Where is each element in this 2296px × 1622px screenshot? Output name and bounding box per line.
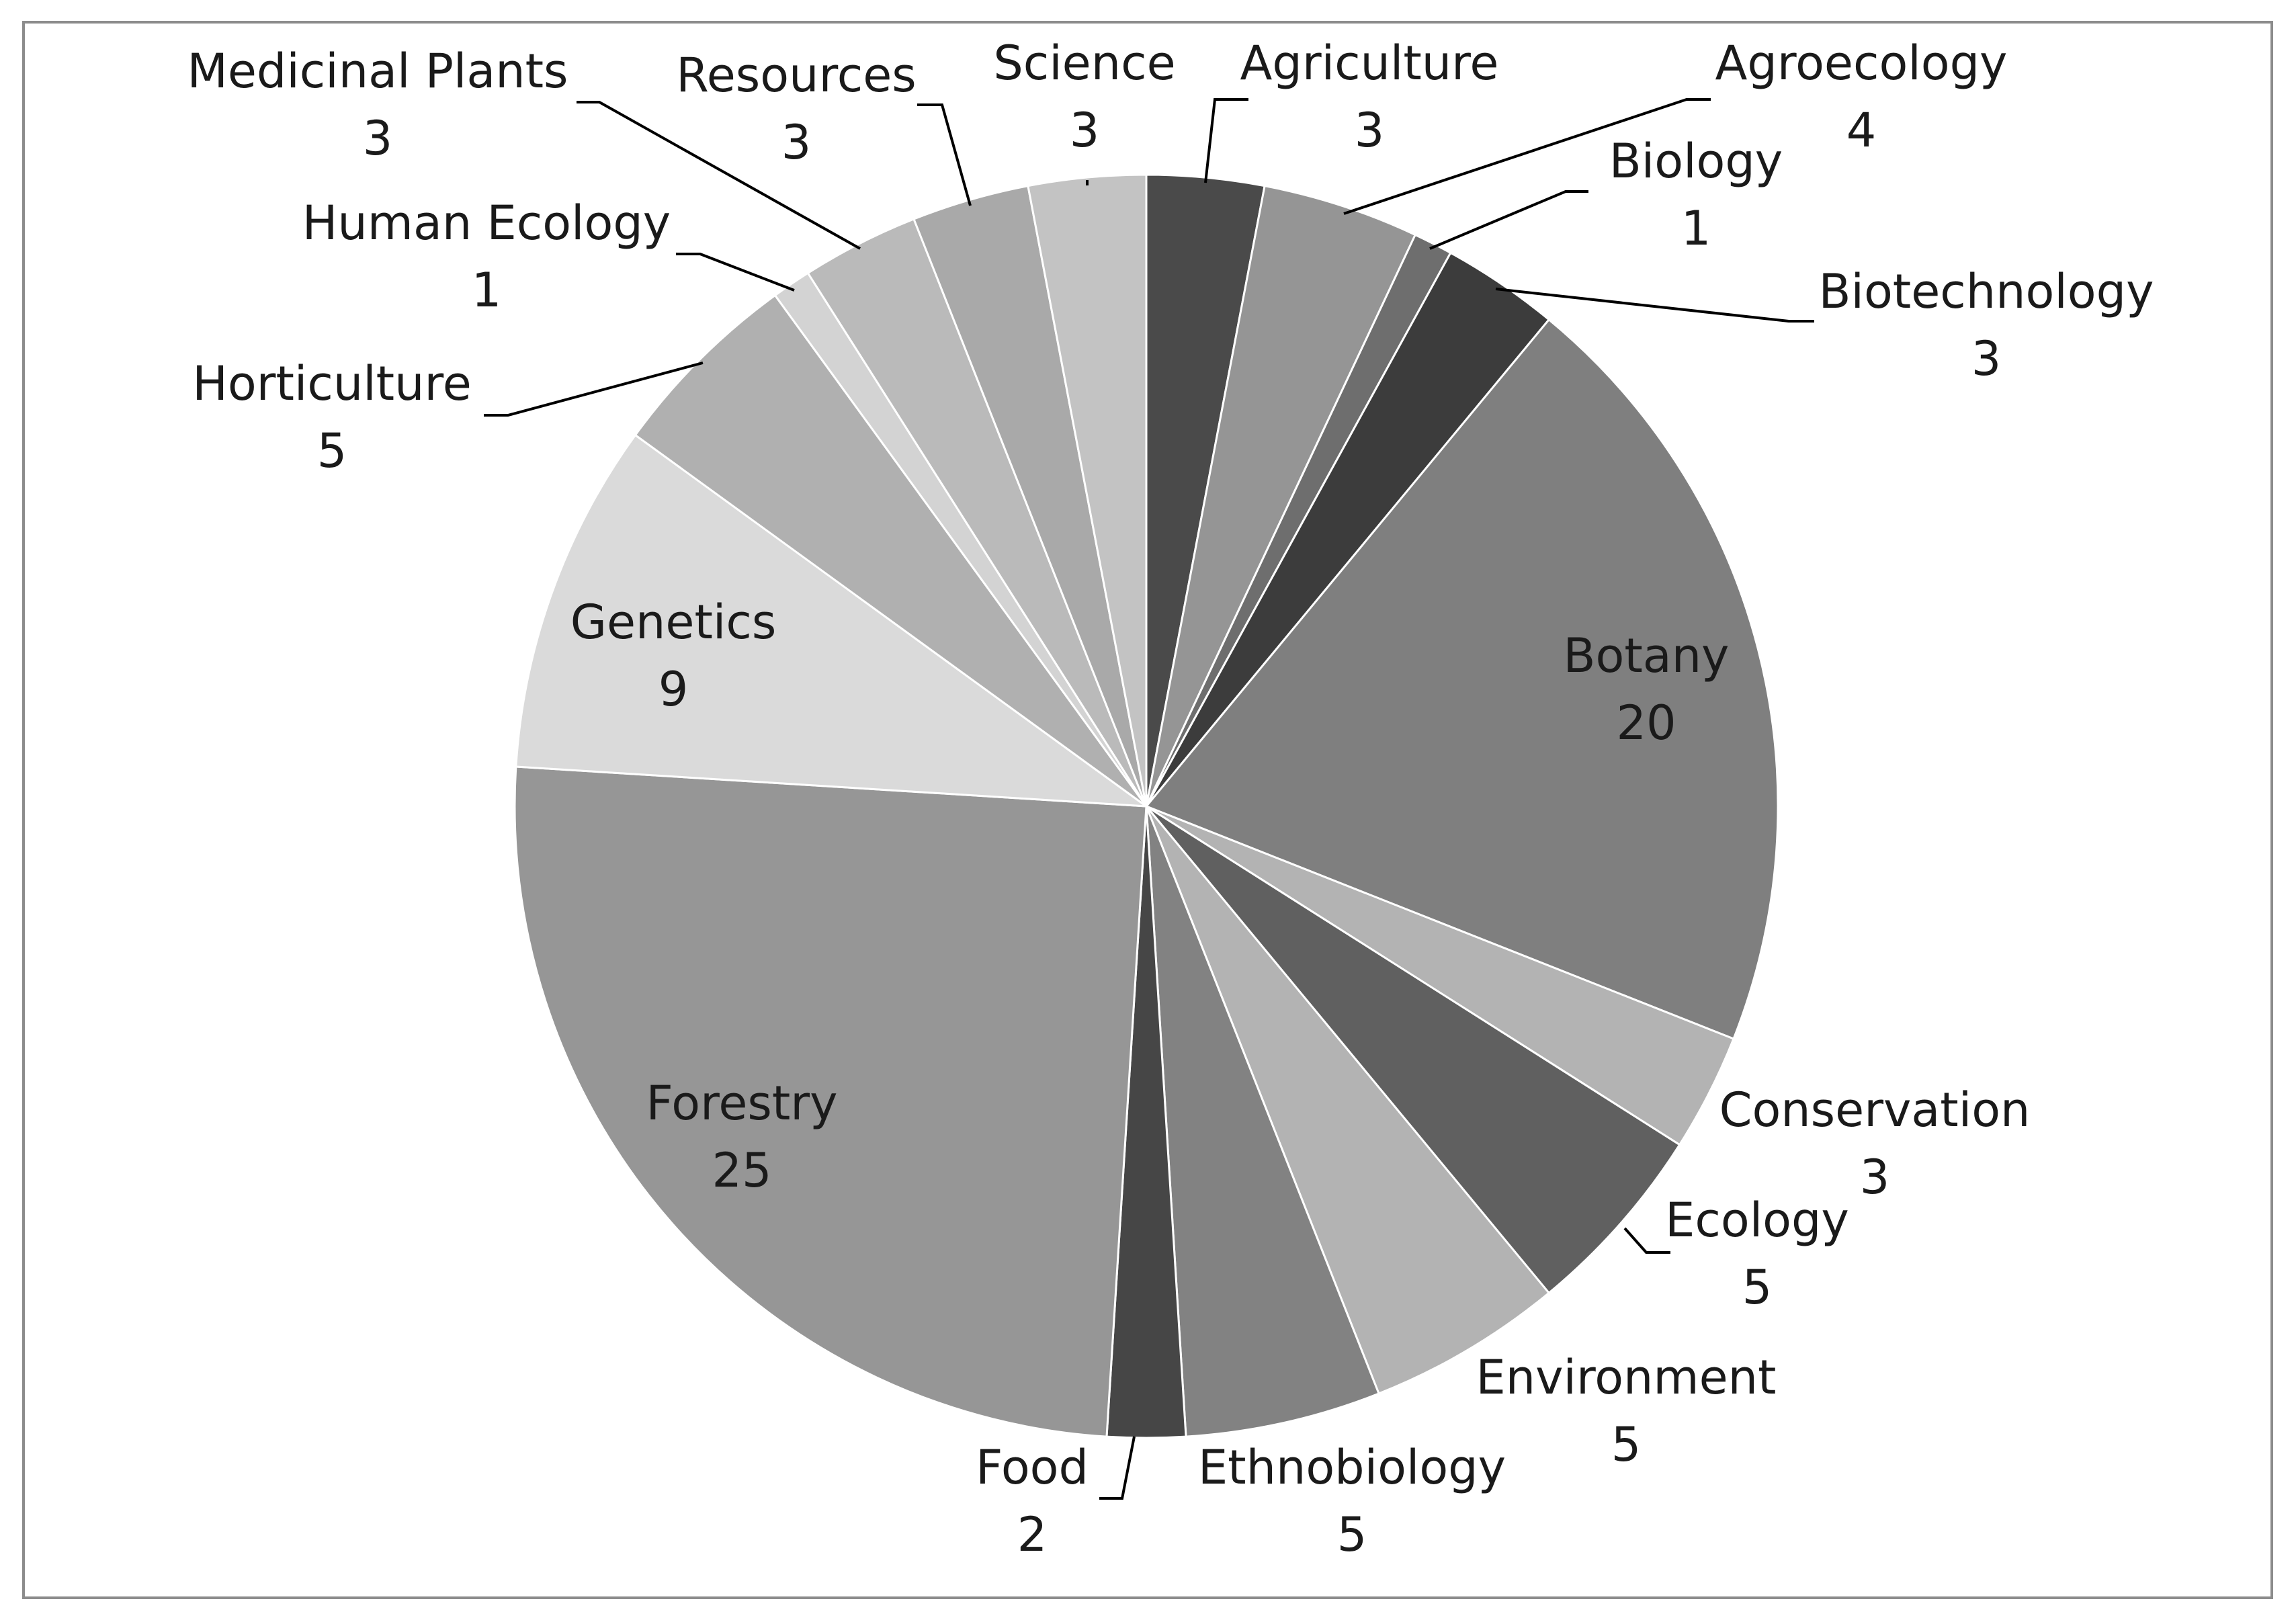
slice-label-ethnobiology: Ethnobiology	[1198, 1440, 1506, 1495]
leader-line-human-ecology	[676, 253, 795, 292]
slice-value-resources: 3	[781, 115, 812, 170]
leader-line-biotechnology	[1495, 288, 1814, 323]
pie-slice-forestry	[513, 765, 1148, 1438]
leader-line-ecology	[1623, 1227, 1670, 1254]
pie-slice-agroecology	[1145, 184, 1417, 807]
slice-label-botany: Botany	[1564, 628, 1730, 683]
slice-label-medicinal-plants: Medicinal Plants	[187, 44, 568, 99]
pie-slices	[513, 173, 1779, 1439]
slice-value-forestry: 25	[712, 1143, 771, 1198]
slice-label-horticulture: Horticulture	[192, 356, 472, 411]
slice-label-agriculture: Agriculture	[1240, 36, 1499, 91]
slice-value-genetics: 9	[658, 662, 689, 717]
slice-label-resources: Resources	[676, 48, 917, 103]
slice-label-agroecology: Agroecology	[1715, 36, 2008, 91]
pie-slice-genetics	[515, 433, 1150, 808]
slice-label-biotechnology: Biotechnology	[1819, 264, 2154, 319]
slice-value-agroecology: 4	[1846, 103, 1877, 158]
pie-slice-horticulture	[634, 294, 1148, 808]
leader-line-agriculture	[1204, 98, 1248, 183]
leader-line-biology	[1429, 190, 1588, 250]
slice-value-environment: 5	[1611, 1417, 1642, 1472]
slice-value-human-ecology: 1	[472, 263, 502, 318]
slice-value-food: 2	[1017, 1507, 1048, 1562]
pie-slice-science	[1027, 173, 1148, 807]
slice-value-botany: 20	[1616, 695, 1676, 751]
leader-lines	[484, 98, 1814, 1500]
data-labels: Agriculture 3 Agroecology 4 Biology 1 Biotechn…	[187, 36, 2154, 1562]
slice-value-science: 3	[1070, 103, 1100, 158]
slice-value-ecology: 5	[1742, 1260, 1773, 1315]
slice-label-forestry: Forestry	[646, 1076, 837, 1131]
slice-label-environment: Environment	[1476, 1350, 1777, 1405]
slice-value-horticulture: 5	[317, 423, 347, 478]
slice-label-human-ecology: Human Ecology	[302, 196, 671, 251]
slice-value-biotechnology: 3	[1971, 331, 2002, 386]
leader-line-food	[1099, 1436, 1136, 1500]
leader-line-agroecology	[1343, 98, 1711, 215]
pie-slice-ethnobiology	[1145, 806, 1380, 1438]
slice-value-biology: 1	[1681, 201, 1711, 256]
slice-label-biology: Biology	[1609, 134, 1783, 189]
slice-label-genetics: Genetics	[570, 595, 777, 650]
slice-label-science: Science	[993, 36, 1175, 91]
leader-line-horticulture	[484, 361, 704, 417]
slice-label-ecology: Ecology	[1665, 1193, 1849, 1248]
pie-slice-botany	[1144, 318, 1779, 1040]
slice-value-medicinal-plants: 3	[363, 111, 393, 166]
slice-label-conservation: Conservation	[1719, 1082, 2031, 1138]
pie-slice-ecology	[1145, 805, 1681, 1295]
pie-slice-environment	[1145, 806, 1551, 1395]
slice-value-ethnobiology: 5	[1337, 1507, 1367, 1562]
leader-line-resources	[917, 103, 972, 206]
slice-value-agriculture: 3	[1355, 103, 1385, 158]
slice-label-food: Food	[976, 1440, 1089, 1495]
leader-line-medicinal-plants	[577, 101, 861, 250]
slice-value-conservation: 3	[1860, 1150, 1890, 1205]
